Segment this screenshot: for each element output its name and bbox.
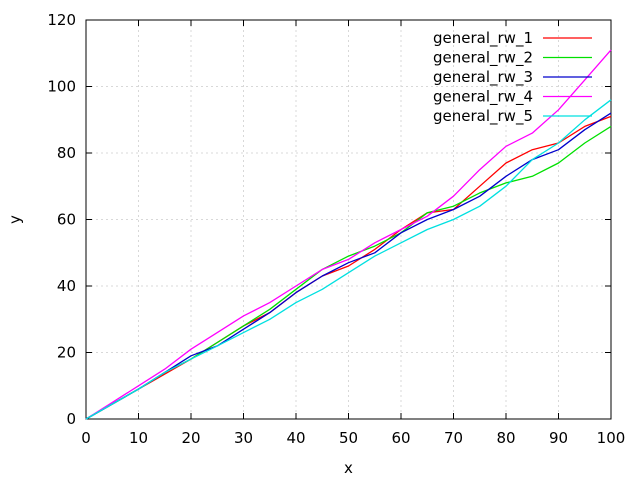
y-tick-label: 80 (57, 144, 76, 162)
series-line-4 (85, 49, 612, 420)
x-tick-label: 0 (81, 429, 91, 447)
series-line-5 (85, 99, 612, 420)
x-tick-label: 60 (391, 429, 410, 447)
x-tick-label: 30 (234, 429, 253, 447)
x-tick-label: 20 (181, 429, 200, 447)
y-tick-label: 40 (57, 277, 76, 295)
y-tick-label: 0 (66, 410, 76, 428)
x-tick-label: 40 (286, 429, 305, 447)
grid (86, 20, 611, 419)
y-tick-label: 60 (57, 211, 76, 229)
x-tick-label: 10 (129, 429, 148, 447)
x-tick-label: 80 (496, 429, 515, 447)
series-line-3 (85, 112, 612, 420)
legend-label-1: general_rw_1 (433, 29, 533, 48)
x-tick-label: 70 (444, 429, 463, 447)
x-axis-label: x (344, 459, 353, 477)
y-tick-label: 100 (47, 78, 76, 96)
series-line-1 (85, 115, 612, 420)
legend: general_rw_1general_rw_2general_rw_3gene… (433, 29, 592, 126)
axis-ticks: 0 10 20 30 40 50 60 70 80 90 100 0 20 40 60 80 100 120 (47, 11, 625, 447)
legend-label-5: general_rw_5 (433, 107, 533, 126)
legend-label-3: general_rw_3 (433, 68, 533, 87)
legend-label-4: general_rw_4 (433, 88, 533, 107)
y-axis-label: y (6, 215, 24, 224)
legend-label-2: general_rw_2 (433, 49, 533, 68)
y-tick-label: 120 (47, 11, 76, 29)
series-lines (85, 49, 612, 420)
x-tick-label: 100 (597, 429, 626, 447)
y-tick-label: 20 (57, 344, 76, 362)
x-tick-label: 90 (549, 429, 568, 447)
x-tick-label: 50 (339, 429, 358, 447)
